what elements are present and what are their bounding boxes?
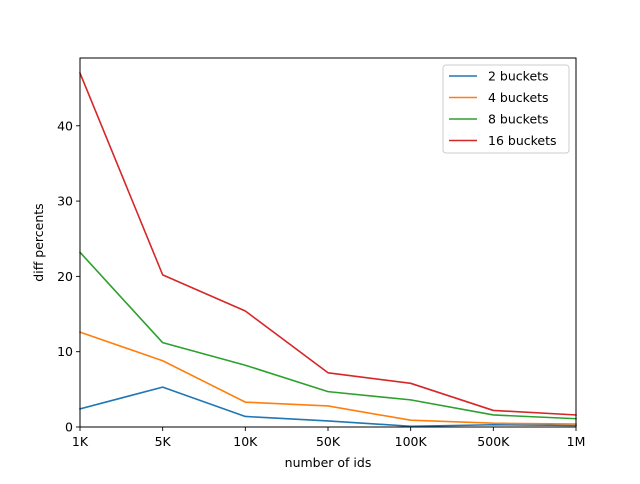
y-tick-label: 40 <box>57 118 73 133</box>
x-axis-label: number of ids <box>285 455 372 470</box>
legend-entry: 16 buckets <box>488 133 557 148</box>
y-axis-label: diff percents <box>31 203 46 281</box>
legend-entry: 4 buckets <box>488 90 549 105</box>
y-axis-ticks: 0 10 20 30 40 <box>57 118 80 435</box>
y-tick-label: 20 <box>57 269 73 284</box>
legend-entry: 2 buckets <box>488 69 549 84</box>
x-tick-label: 1K <box>72 434 89 449</box>
x-tick-label: 500K <box>477 434 510 449</box>
legend-entry: 8 buckets <box>488 112 549 127</box>
y-tick-label: 10 <box>57 344 73 359</box>
x-tick-label: 100K <box>395 434 428 449</box>
series-line-3 <box>78 251 577 420</box>
series-line-4 <box>78 72 577 416</box>
x-tick-label: 10K <box>233 434 258 449</box>
legend-box <box>442 64 570 154</box>
x-axis-ticks: 1K 5K 10K 50K 100K 500K 1M <box>72 427 585 449</box>
series-line-2 <box>78 331 577 425</box>
series-lines <box>78 72 577 428</box>
x-tick-label: 50K <box>316 434 341 449</box>
y-tick-label: 0 <box>65 420 73 435</box>
x-tick-label: 5K <box>155 434 172 449</box>
legend: 2 buckets 4 buckets 8 buckets 16 buckets <box>442 64 570 154</box>
y-tick-label: 30 <box>57 194 73 209</box>
series-line-1 <box>79 386 577 428</box>
x-tick-label: 1M <box>567 434 586 449</box>
